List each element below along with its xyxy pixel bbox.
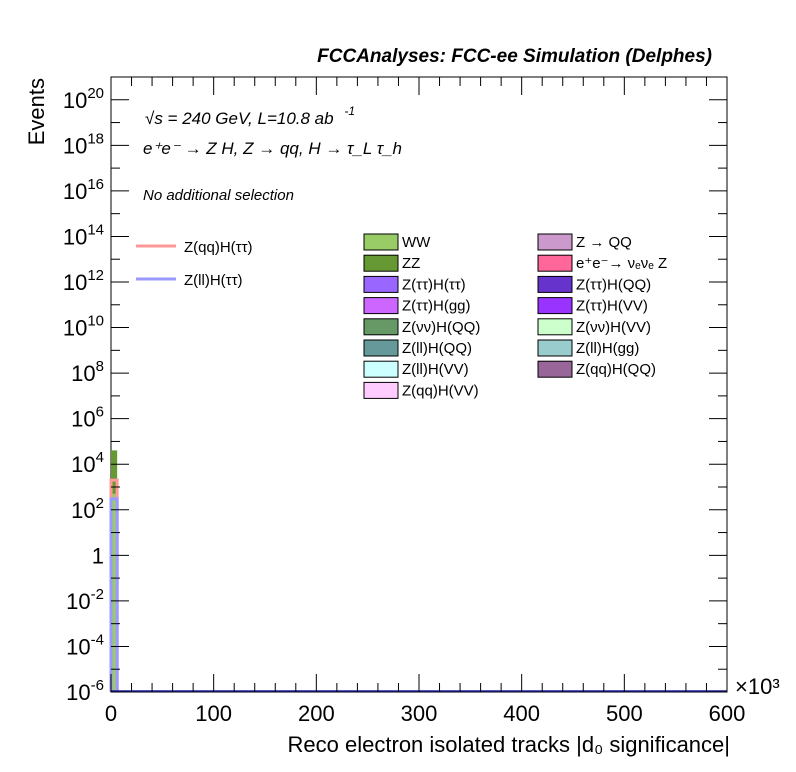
bar-zz	[111, 450, 118, 494]
y-tick-label: 10-6	[66, 677, 104, 705]
energy-annotation: √s = 240 GeV, L=10.8 ab -1	[145, 104, 355, 128]
x-axis-label: Reco electron isolated tracks |d₀ signif…	[288, 732, 730, 757]
y-tick-label: 1	[92, 543, 104, 568]
legend-swatch	[537, 275, 573, 293]
process-annotation: e⁺e⁻ → Z H, Z → qq, H → τ_L τ_h	[143, 139, 402, 158]
y-tick-label: 102	[71, 495, 104, 523]
legend-swatch	[363, 360, 399, 378]
legend-swatch	[363, 297, 399, 315]
legend-label: Z(qq)H(QQ)	[576, 361, 656, 378]
legend-label: ZZ	[402, 255, 420, 272]
legend-swatch	[537, 254, 573, 272]
y-tick-label: 1012	[63, 267, 104, 295]
legend-label: Z(ττ)H(ττ)	[402, 276, 466, 293]
legend-label: Z(νν)H(QQ)	[402, 319, 480, 336]
legend-swatch	[537, 297, 573, 315]
y-tick-label: 1010	[63, 313, 104, 341]
x-tick-label: 200	[298, 701, 335, 726]
x-tick-label: 300	[401, 701, 438, 726]
legend-label: Z(ττ)H(gg)	[402, 298, 471, 315]
legend-swatch	[363, 318, 399, 336]
bar-ww	[111, 493, 118, 692]
legend-signal-label: Z(qq)H(ττ)	[184, 239, 253, 256]
legend-swatch	[363, 381, 399, 399]
y-tick-label: 10-2	[66, 586, 104, 614]
y-tick-label: 104	[71, 449, 104, 477]
legend-swatch	[537, 339, 573, 357]
legend-label: Z(qq)H(VV)	[402, 382, 479, 399]
y-tick-label: 1016	[63, 176, 104, 204]
x-tick-label: 500	[606, 701, 643, 726]
y-tick-label: 1020	[63, 85, 104, 113]
legend-label: e⁺e⁻→ νₑνₑ Z	[576, 255, 667, 272]
legend-label: WW	[402, 234, 431, 251]
legend-swatch	[363, 254, 399, 272]
legend-label: Z(ll)H(QQ)	[402, 340, 472, 357]
selection-annotation: No additional selection	[143, 187, 294, 204]
legend-label: Z(ττ)H(QQ)	[576, 276, 651, 293]
x-tick-label: 600	[709, 701, 746, 726]
legend: Z(qq)H(ττ) Z(ll)H(ττ) WW ZZ Z(ττ)H(ττ) Z(ττ)H…	[136, 233, 667, 399]
signal-z-ll-h-	[109, 497, 119, 692]
x-tick-label: 100	[195, 701, 232, 726]
legend-label: Z(ll)H(gg)	[576, 340, 639, 357]
legend-swatch	[537, 233, 573, 251]
legend-swatch	[363, 339, 399, 357]
legend-swatch	[363, 275, 399, 293]
chart-header: FCCAnalyses: FCC-ee Simulation (Delphes)	[317, 46, 712, 67]
x-axis-multiplier: ×10³	[735, 674, 780, 699]
legend-label: Z(ττ)H(VV)	[576, 298, 648, 315]
y-tick-label: 106	[71, 404, 104, 432]
y-tick-label: 108	[71, 358, 104, 386]
y-tick-label: 10-4	[66, 631, 104, 659]
y-tick-label: 1018	[63, 130, 104, 158]
legend-swatch	[537, 318, 573, 336]
y-tick-label: 1014	[63, 221, 104, 249]
legend-label: Z → QQ	[576, 234, 632, 251]
y-axis-label: Events	[24, 78, 49, 145]
legend-signal-label: Z(ll)H(ττ)	[184, 272, 243, 289]
legend-label: Z(ll)H(VV)	[402, 361, 469, 378]
x-tick-label: 0	[105, 701, 117, 726]
x-tick-label: 400	[503, 701, 540, 726]
legend-swatch	[537, 360, 573, 378]
legend-swatch	[363, 233, 399, 251]
legend-label: Z(νν)H(VV)	[576, 319, 651, 336]
